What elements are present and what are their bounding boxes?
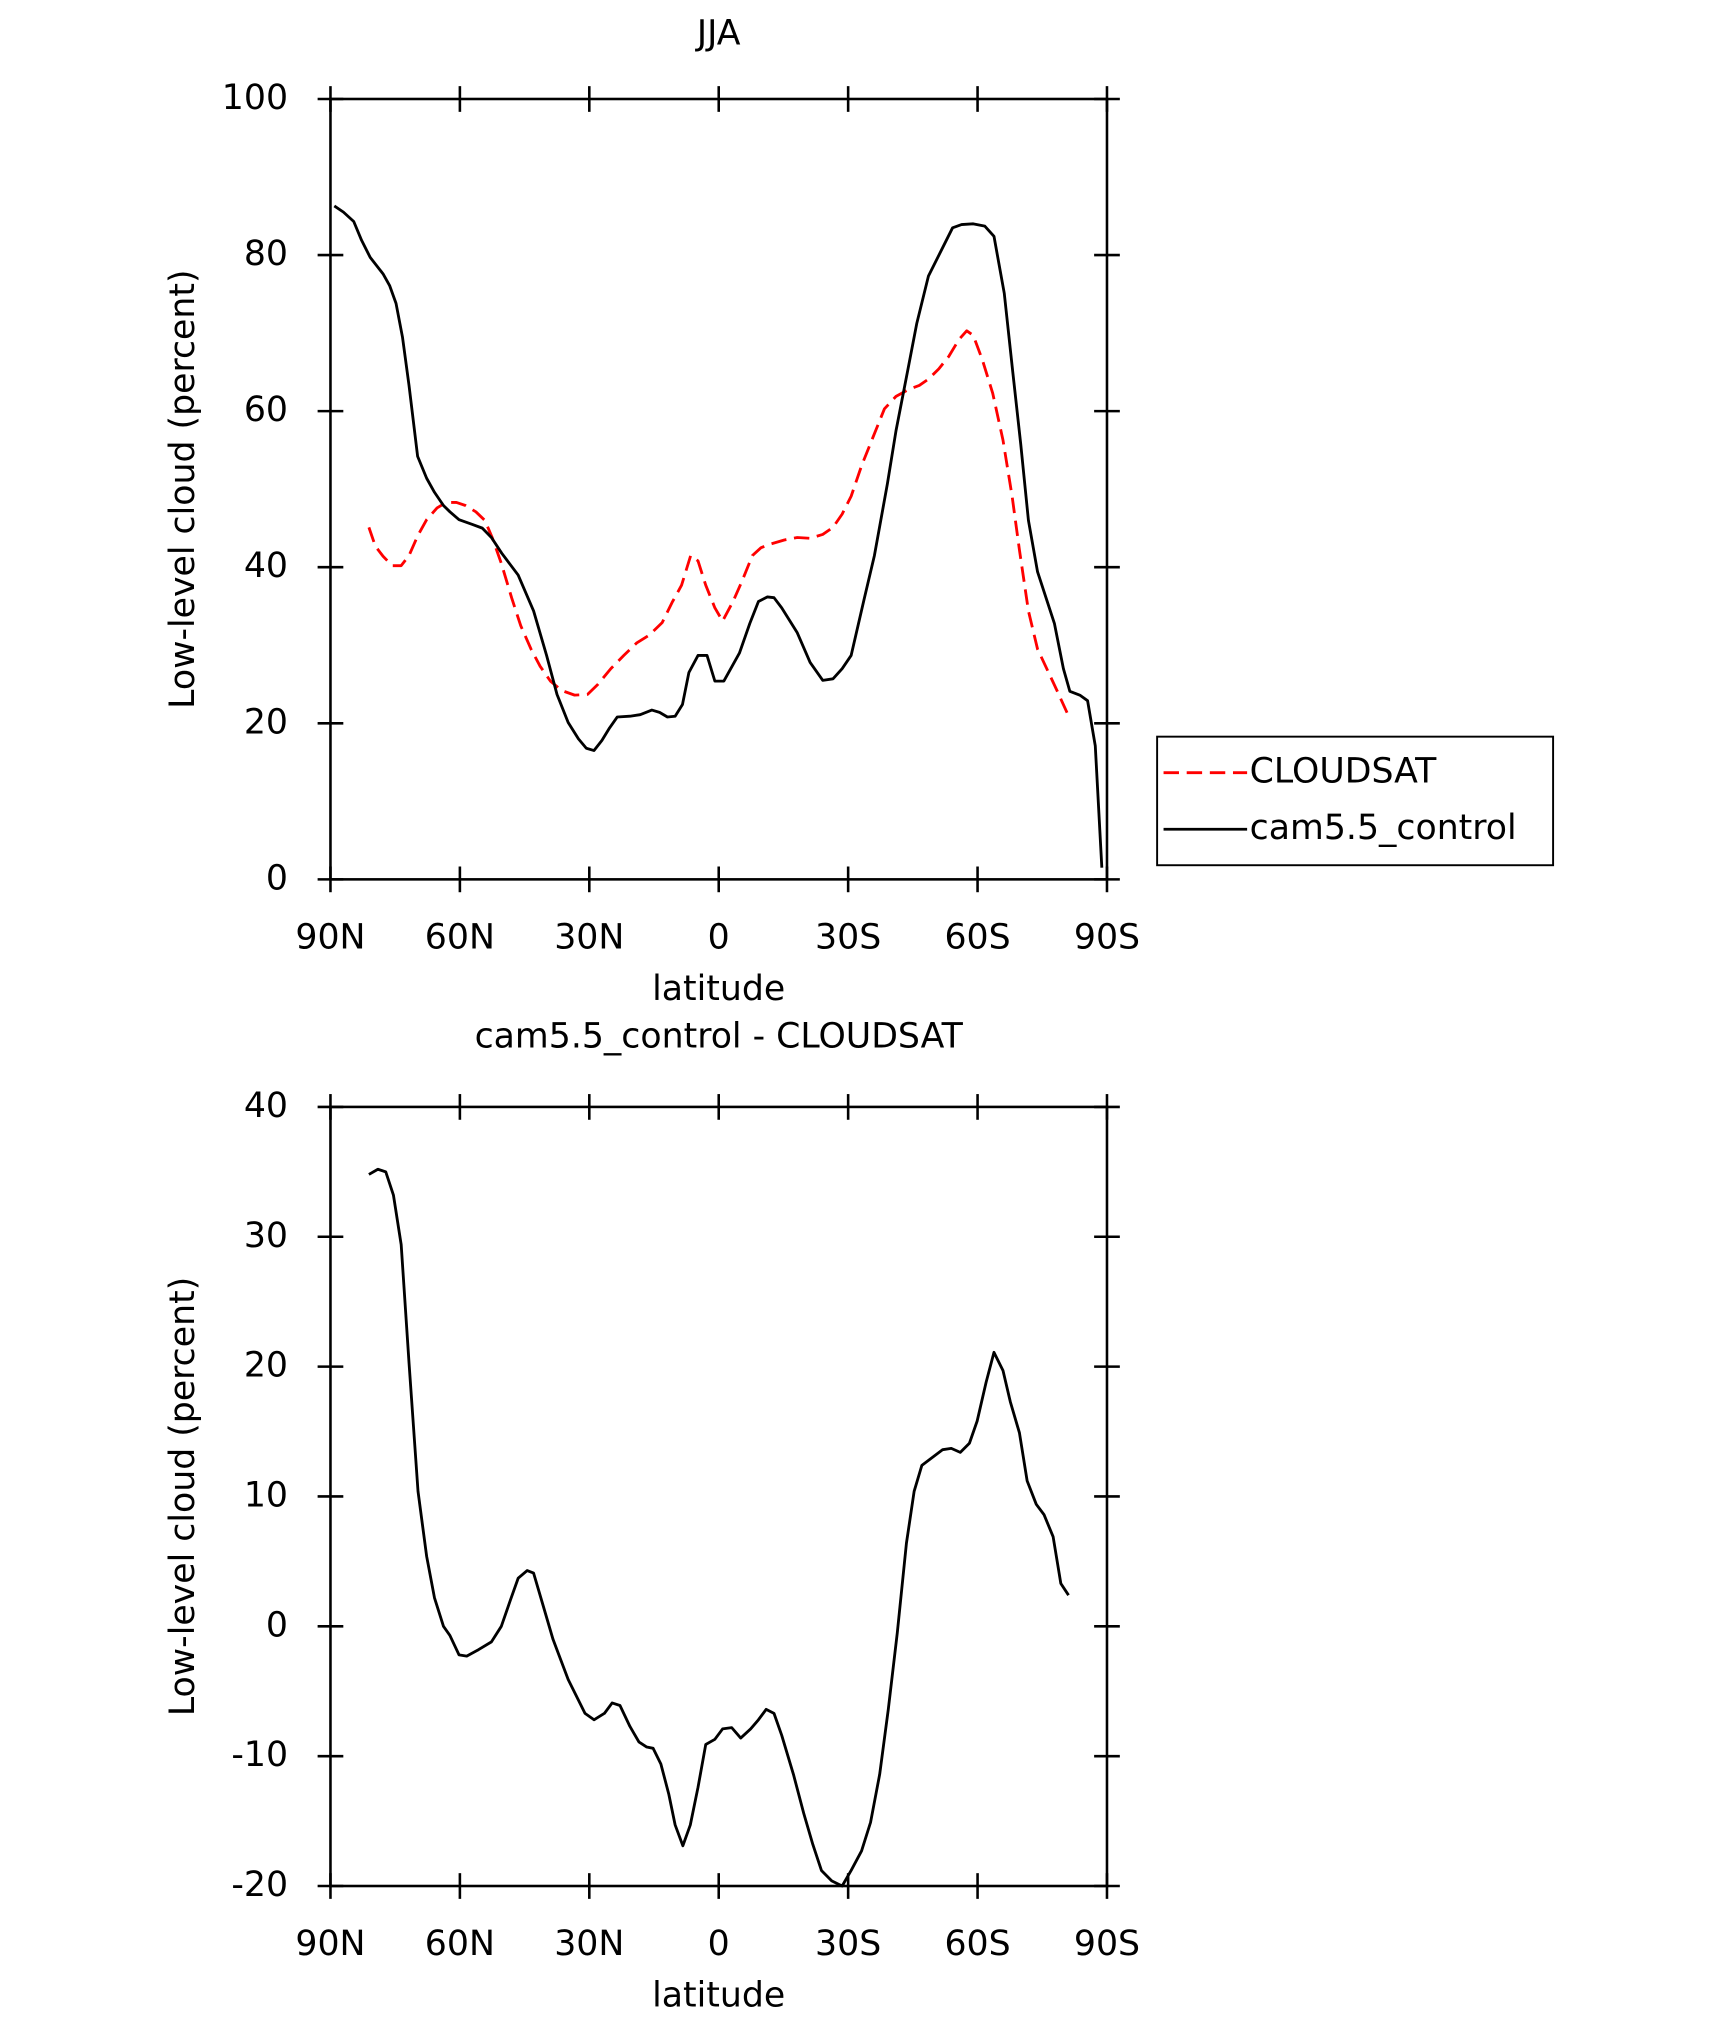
data-line bbox=[367, 329, 1069, 714]
y-tick-label: -10 bbox=[231, 1735, 288, 1775]
x-tick-label: 60N bbox=[425, 1924, 495, 1964]
y-tick-label: 30 bbox=[244, 1216, 288, 1256]
x-tick-label: 60S bbox=[944, 918, 1010, 958]
plot-frame bbox=[329, 1105, 1109, 1888]
x-tick-label: 90N bbox=[295, 1924, 365, 1964]
legend-box bbox=[1156, 735, 1555, 867]
chart-title: JJA bbox=[695, 14, 741, 54]
x-tick-label: 30N bbox=[554, 1924, 624, 1964]
legend: CLOUDSAT cam5.5_control bbox=[1156, 735, 1555, 867]
data-line bbox=[368, 1167, 1070, 1888]
x-tick-label: 30S bbox=[815, 918, 881, 958]
x-tick-label: 30S bbox=[815, 1924, 881, 1964]
y-tick-label: 0 bbox=[266, 1605, 288, 1645]
y-tick-label: 100 bbox=[222, 78, 288, 118]
x-tick-label: 90S bbox=[1074, 1924, 1140, 1964]
x-axis-label: latitude bbox=[652, 969, 785, 1009]
y-tick-label: 60 bbox=[244, 390, 288, 430]
legend-label: CLOUDSAT bbox=[1250, 752, 1437, 792]
x-tick-label: 90N bbox=[295, 918, 365, 958]
x-tick-label: 0 bbox=[708, 918, 730, 958]
y-axis-label: Low-level cloud (percent) bbox=[163, 1277, 203, 1716]
y-axis-label: Low-level cloud (percent) bbox=[163, 269, 203, 708]
y-tick-label: -20 bbox=[231, 1865, 288, 1905]
x-tick-label: 30N bbox=[554, 918, 624, 958]
x-tick-label: 60S bbox=[944, 1924, 1010, 1964]
y-tick-label: 0 bbox=[266, 858, 288, 898]
x-tick-label: 0 bbox=[708, 1924, 730, 1964]
data-line bbox=[333, 204, 1104, 868]
x-axis-label: latitude bbox=[652, 1976, 785, 2016]
plot-frame bbox=[329, 97, 1109, 881]
x-tick-label: 60N bbox=[425, 918, 495, 958]
legend-label: cam5.5_control bbox=[1250, 808, 1517, 848]
y-tick-label: 40 bbox=[244, 546, 288, 586]
y-tick-label: 20 bbox=[244, 702, 288, 742]
y-tick-label: 20 bbox=[244, 1346, 288, 1386]
x-tick-label: 90S bbox=[1074, 918, 1140, 958]
y-tick-label: 80 bbox=[244, 234, 288, 274]
y-tick-label: 10 bbox=[244, 1475, 288, 1515]
chart-title: cam5.5_control - CLOUDSAT bbox=[475, 1016, 964, 1056]
y-tick-label: 40 bbox=[244, 1086, 288, 1126]
